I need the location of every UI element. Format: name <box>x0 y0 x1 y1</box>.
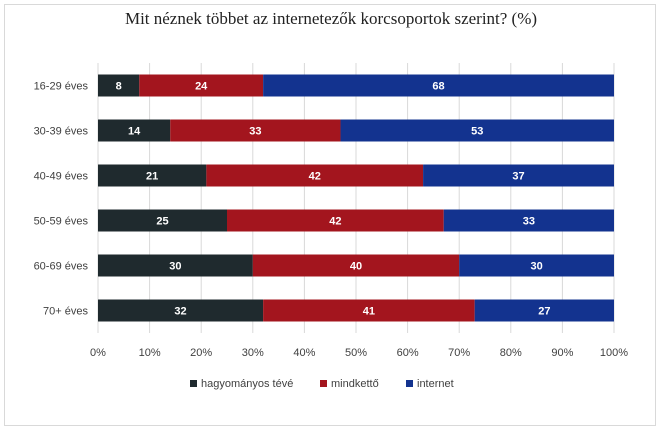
data-label: 33 <box>249 126 261 138</box>
bar-segment <box>474 299 614 322</box>
legend-label: internet <box>417 378 454 390</box>
bar-segment <box>98 119 171 142</box>
data-label: 30 <box>169 261 181 273</box>
chart-title: Mit néznek többet az internetezők korcso… <box>124 9 538 28</box>
bar-segment <box>98 254 253 277</box>
data-label: 42 <box>329 216 341 228</box>
category-label: 30-39 éves <box>34 126 89 138</box>
data-label: 21 <box>146 171 158 183</box>
data-label: 68 <box>432 81 444 93</box>
legend-swatch <box>190 380 197 387</box>
data-label: 32 <box>174 306 186 318</box>
category-label: 50-59 éves <box>34 216 89 228</box>
value-labels: 8 24 68 14 33 53 21 42 37 25 42 33 30 40 30 32 41 27 <box>116 81 551 318</box>
data-label: 24 <box>195 81 208 93</box>
legend-swatch <box>320 380 327 387</box>
x-tick-label: 80% <box>500 347 522 359</box>
data-label: 14 <box>128 126 141 138</box>
data-label: 30 <box>530 261 542 273</box>
bar-segment <box>98 299 264 322</box>
bar-segment <box>459 254 614 277</box>
bar-segment <box>340 119 614 142</box>
data-label: 8 <box>116 81 122 93</box>
category-label: 40-49 éves <box>34 171 89 183</box>
gridlines <box>97 63 615 333</box>
x-tick-label: 100% <box>600 347 628 359</box>
x-tick-label: 60% <box>397 347 419 359</box>
category-label: 16-29 éves <box>34 81 89 93</box>
data-label: 37 <box>512 171 524 183</box>
bar-segment <box>206 164 424 187</box>
x-tick-label: 10% <box>139 347 161 359</box>
x-tick-label: 90% <box>551 347 573 359</box>
legend-swatch <box>406 380 413 387</box>
data-label: 53 <box>471 126 483 138</box>
bar-segment <box>252 254 460 277</box>
bar-segment <box>263 299 475 322</box>
bar-segment <box>170 119 341 142</box>
data-label: 27 <box>538 306 550 318</box>
data-label: 25 <box>156 216 168 228</box>
x-tick-label: 40% <box>293 347 315 359</box>
bar-segment <box>443 209 614 232</box>
x-axis-ticks: 0% 10% 20% 30% 40% 50% 60% 70% 80% 90% 100% <box>90 347 628 359</box>
x-tick-label: 20% <box>190 347 212 359</box>
bar-segment <box>423 164 614 187</box>
category-labels: 16-29 éves 30-39 éves 40-49 éves 50-59 éves… <box>34 81 89 318</box>
bar-segment <box>263 74 614 97</box>
bar-segment <box>98 74 140 97</box>
data-label: 41 <box>363 306 375 318</box>
x-tick-label: 0% <box>90 347 106 359</box>
bars <box>98 74 614 322</box>
x-tick-label: 70% <box>448 347 470 359</box>
bar-segment <box>98 164 207 187</box>
legend-label: mindkettő <box>331 378 379 390</box>
data-label: 42 <box>309 171 321 183</box>
bar-segment <box>139 74 264 97</box>
legend: hagyományos tévé mindkettő internet <box>190 378 454 390</box>
data-label: 40 <box>350 261 362 273</box>
category-label: 60-69 éves <box>34 261 89 273</box>
data-label: 33 <box>523 216 535 228</box>
legend-label: hagyományos tévé <box>201 378 293 390</box>
bar-segment <box>227 209 444 232</box>
category-label: 70+ éves <box>43 306 88 318</box>
x-tick-label: 50% <box>345 347 367 359</box>
bar-segment <box>98 209 227 232</box>
x-tick-label: 30% <box>242 347 264 359</box>
